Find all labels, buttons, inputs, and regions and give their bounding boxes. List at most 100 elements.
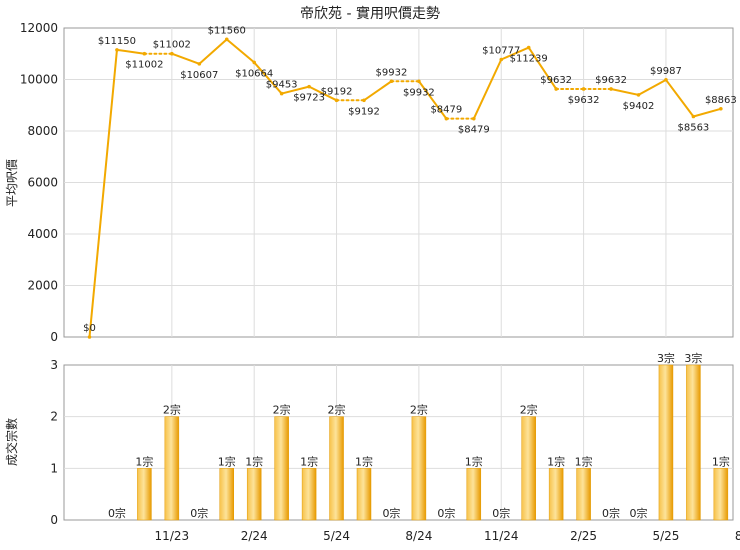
price-point bbox=[115, 48, 119, 52]
volume-bar-label: 1宗 bbox=[575, 454, 593, 468]
x-tick-label: 8/25 bbox=[735, 529, 740, 543]
price-data-label: $8479 bbox=[458, 125, 490, 136]
volume-bar-label: 0宗 bbox=[602, 506, 620, 520]
price-line-segment bbox=[472, 58, 503, 120]
x-tick-label: 8/24 bbox=[405, 529, 432, 543]
x-tick-label: 5/24 bbox=[323, 529, 350, 543]
volume-y-tick-label: 2 bbox=[50, 410, 58, 424]
chart-title: 帝欣苑 - 實用呎價走勢 bbox=[300, 5, 440, 22]
price-point bbox=[417, 79, 421, 84]
volume-bar bbox=[521, 416, 536, 521]
price-data-label: $11560 bbox=[208, 25, 246, 36]
volume-bar-label: 1宗 bbox=[135, 454, 153, 468]
volume-bar bbox=[137, 468, 152, 521]
price-data-label: $8479 bbox=[430, 105, 462, 116]
price-point bbox=[334, 98, 339, 103]
volume-bar-label: 2宗 bbox=[273, 403, 291, 417]
price-point bbox=[636, 93, 641, 97]
volume-bar-label: 2宗 bbox=[520, 403, 538, 417]
volume-bar bbox=[411, 416, 427, 521]
price-data-label: $9932 bbox=[403, 87, 435, 98]
volume-bar-label: 0宗 bbox=[492, 506, 510, 520]
price-data-label: $9632 bbox=[540, 75, 572, 86]
volume-y-axis-label: 成交宗數 bbox=[4, 418, 19, 466]
price-line-segment bbox=[253, 61, 283, 95]
volume-bar bbox=[219, 468, 234, 521]
volume-bar-label: 0宗 bbox=[630, 506, 648, 520]
price-y-tick-label: 12000 bbox=[20, 21, 58, 35]
volume-bar bbox=[164, 416, 180, 521]
volume-bar bbox=[548, 468, 564, 521]
price-line-segment bbox=[664, 78, 695, 118]
price-y-tick-label: 2000 bbox=[27, 279, 58, 293]
price-line-segment bbox=[637, 78, 667, 96]
volume-bar-label: 0宗 bbox=[437, 506, 455, 520]
price-point bbox=[554, 87, 558, 91]
price-data-label: $9402 bbox=[623, 101, 655, 112]
volume-bar bbox=[576, 468, 591, 521]
price-data-label: $9987 bbox=[650, 66, 682, 77]
volume-plot-frame bbox=[63, 364, 734, 521]
price-data-label: $9453 bbox=[266, 80, 298, 91]
price-line-segment bbox=[170, 52, 201, 65]
price-point bbox=[197, 62, 202, 66]
price-point bbox=[362, 98, 366, 103]
price-data-label: $11239 bbox=[510, 54, 548, 65]
volume-bar-label: 0宗 bbox=[382, 506, 400, 520]
price-point bbox=[224, 37, 229, 42]
price-y-tick-label: 6000 bbox=[27, 176, 58, 190]
volume-bar-label: 1宗 bbox=[465, 454, 483, 468]
price-data-label: $10607 bbox=[180, 70, 218, 81]
price-data-label: $11002 bbox=[125, 60, 163, 71]
price-data-label: $9932 bbox=[376, 67, 408, 78]
price-line-segment bbox=[115, 48, 146, 55]
price-data-label: $11002 bbox=[153, 40, 191, 51]
price-data-label: $10664 bbox=[235, 68, 273, 79]
x-tick-label: 11/24 bbox=[484, 529, 519, 543]
volume-bar bbox=[246, 468, 262, 521]
volume-y-tick-label: 0 bbox=[50, 513, 58, 527]
volume-bar bbox=[686, 364, 701, 521]
price-y-axis-label: 平均呎價 bbox=[5, 159, 19, 207]
price-point bbox=[142, 51, 147, 56]
price-line-segment bbox=[198, 38, 228, 65]
volume-bar-label: 3宗 bbox=[657, 351, 675, 365]
volume-bar-label: 1宗 bbox=[712, 454, 730, 468]
x-tick-label: 2/24 bbox=[241, 529, 268, 543]
price-point bbox=[664, 78, 668, 82]
price-line-segment bbox=[363, 80, 393, 102]
price-data-label: $9192 bbox=[321, 86, 353, 97]
price-data-label: $9723 bbox=[293, 93, 325, 104]
volume-bar bbox=[329, 416, 344, 521]
volume-bar-label: 2宗 bbox=[163, 403, 181, 417]
volume-bar-label: 3宗 bbox=[684, 351, 702, 365]
price-line-segment bbox=[692, 107, 722, 118]
price-data-label: $9632 bbox=[595, 75, 627, 86]
x-tick-label: 11/23 bbox=[155, 529, 190, 543]
volume-bar bbox=[356, 468, 372, 521]
volume-bar-label: 0宗 bbox=[190, 506, 208, 520]
price-line-segment bbox=[610, 87, 640, 96]
price-point bbox=[252, 60, 256, 65]
price-data-label: $9632 bbox=[568, 95, 600, 106]
price-point bbox=[170, 51, 174, 56]
x-tick-label: 2/25 bbox=[570, 529, 597, 543]
volume-bar-label: 0宗 bbox=[108, 506, 126, 520]
price-line-segment bbox=[500, 46, 530, 61]
price-point bbox=[279, 91, 284, 96]
price-line-segment bbox=[88, 48, 118, 338]
price-point bbox=[87, 335, 92, 339]
volume-bar bbox=[301, 468, 317, 521]
volume-y-tick-label: 1 bbox=[50, 461, 58, 475]
price-y-tick-label: 4000 bbox=[27, 227, 58, 241]
x-tick-label: 5/25 bbox=[652, 529, 679, 543]
price-point bbox=[691, 114, 696, 119]
price-data-label: $8563 bbox=[677, 123, 709, 134]
volume-bar-label: 1宗 bbox=[547, 454, 565, 468]
price-point bbox=[389, 79, 394, 84]
volume-bar-label: 2宗 bbox=[410, 403, 428, 417]
price-line-segment bbox=[308, 85, 338, 102]
volume-y-tick-label: 3 bbox=[50, 358, 58, 372]
